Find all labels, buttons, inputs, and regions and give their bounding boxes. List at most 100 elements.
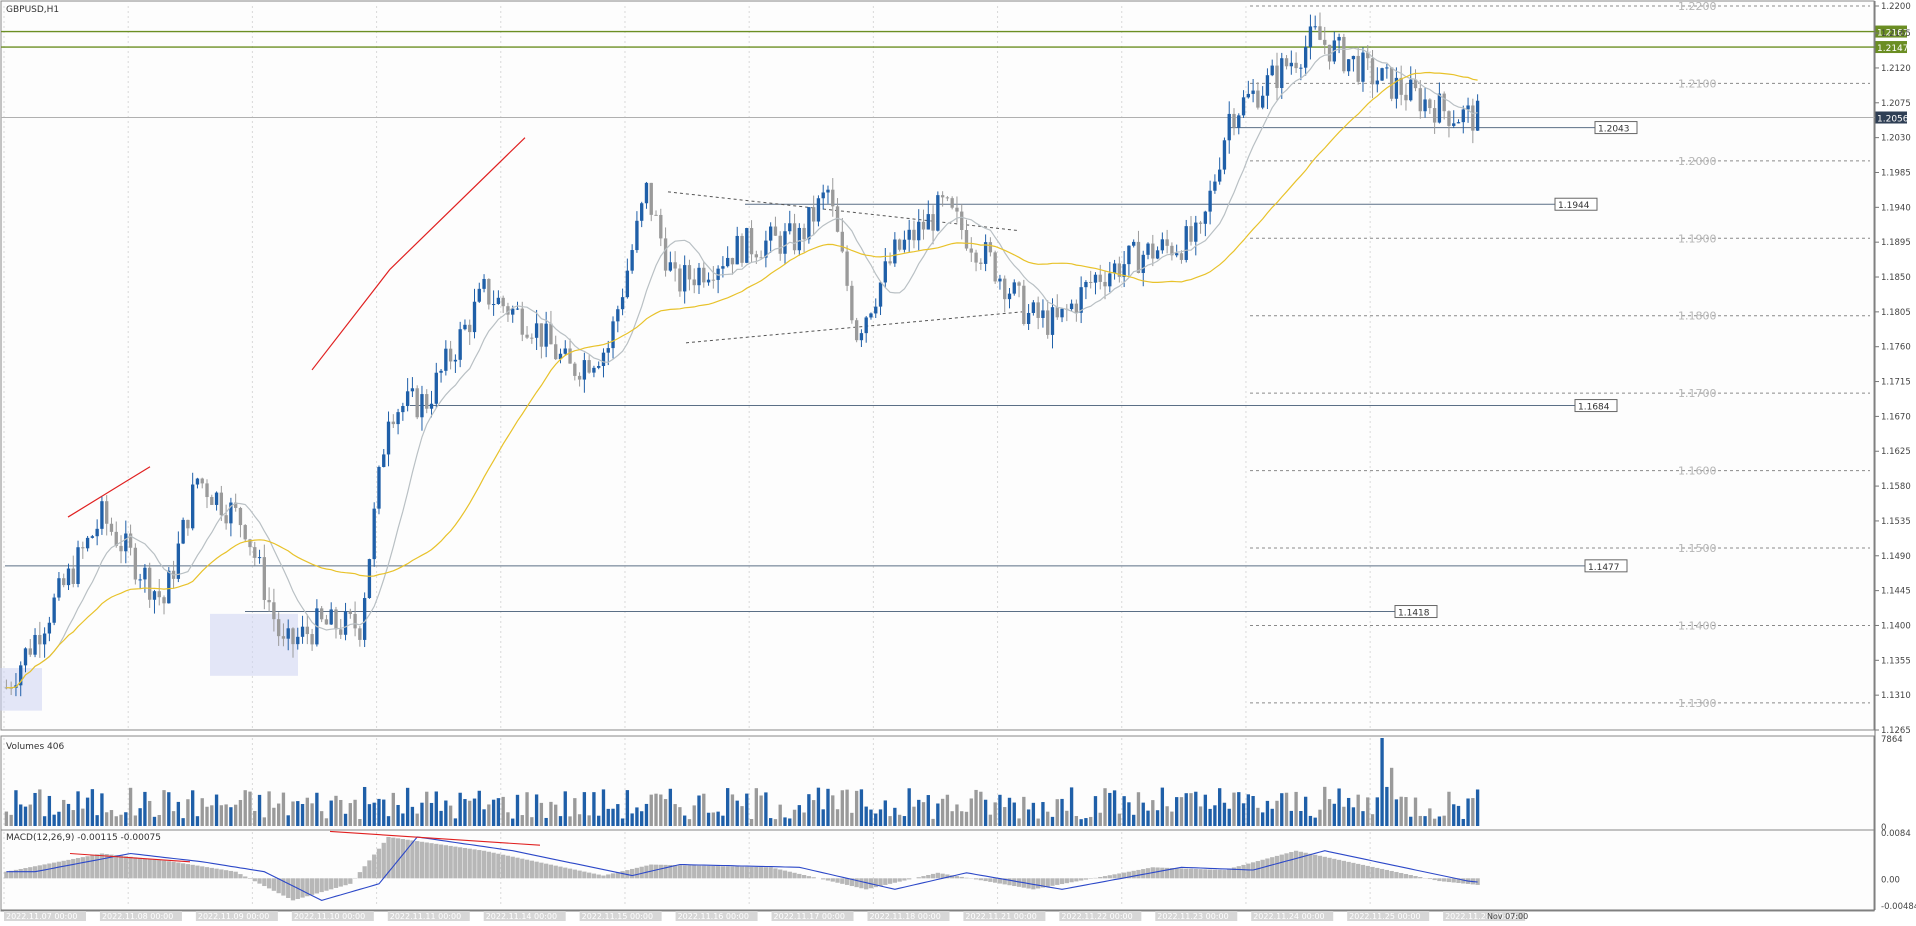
volume-bar: [936, 803, 939, 826]
candle-body: [597, 366, 600, 368]
volume-bar: [707, 813, 710, 826]
candle-body: [1175, 253, 1178, 255]
current-price-text: 1.2056: [1877, 115, 1909, 125]
volume-bar: [263, 817, 266, 826]
candle-body: [807, 207, 810, 239]
volume-bar: [420, 803, 423, 826]
round-level-label: 1.1900: [1678, 232, 1717, 245]
volume-bar: [1017, 818, 1020, 826]
macd-histogram-bar: [496, 854, 500, 879]
macd-histogram-bar: [329, 878, 333, 889]
candle-body: [497, 298, 500, 304]
macd-histogram-bar: [167, 861, 171, 878]
macd-histogram-bar: [802, 875, 806, 878]
volume-bar: [258, 795, 261, 826]
macd-histogram-bar: [343, 878, 347, 885]
macd-histogram-bar: [1132, 871, 1136, 878]
candle-body: [626, 271, 629, 297]
candle-body: [516, 309, 519, 310]
macd-histogram-bar: [143, 858, 147, 878]
volume-bar: [1204, 795, 1207, 826]
candle-body: [688, 265, 691, 279]
y-tick-label: 1.2165: [1881, 29, 1911, 39]
macd-histogram-bar: [678, 865, 682, 878]
volume-bar: [1046, 812, 1049, 826]
candle-body: [201, 479, 204, 484]
volume-bar: [220, 805, 223, 826]
volume-bar: [344, 814, 347, 826]
volume-bar: [793, 810, 796, 826]
macd-histogram-bar: [482, 851, 486, 879]
volume-bar: [673, 804, 676, 826]
volume-bar: [392, 793, 395, 826]
candle-body: [296, 637, 299, 644]
macd-histogram-bar: [735, 867, 739, 879]
candle-body: [678, 269, 681, 292]
candle-body: [726, 258, 729, 266]
round-level-label: 1.2000: [1678, 155, 1717, 168]
time-tick-label: 2022.11.18 00:00: [869, 912, 940, 921]
macd-histogram-bar: [157, 860, 161, 878]
volume-bar: [1137, 792, 1140, 826]
volume-bar: [482, 809, 485, 826]
macd-histogram-bar: [448, 846, 452, 878]
macd-histogram-bar: [1380, 869, 1384, 878]
volume-bar: [683, 816, 686, 826]
candle-body: [774, 227, 777, 236]
volume-bar: [927, 795, 930, 826]
macd-histogram-bar: [1404, 874, 1408, 878]
candle-body: [917, 222, 920, 240]
volume-bar: [86, 798, 89, 826]
candle-body: [602, 353, 605, 366]
macd-histogram-bar: [272, 878, 276, 890]
candle-body: [1056, 307, 1059, 317]
volume-bar: [1428, 808, 1431, 826]
macd-histogram-bar: [1313, 855, 1317, 879]
macd-histogram-bar: [792, 873, 796, 879]
volume-bar: [564, 791, 567, 826]
candle-body: [1127, 246, 1130, 264]
macd-histogram-bar: [1108, 875, 1112, 878]
macd-histogram-bar: [95, 854, 99, 878]
volume-bar: [1175, 797, 1178, 826]
macd-histogram-bar: [133, 857, 137, 878]
volume-bar: [611, 809, 614, 826]
candle-body: [1361, 53, 1364, 82]
candle-body: [492, 304, 495, 305]
volume-bar: [1132, 815, 1135, 826]
sr-level-label: 1.1477: [1588, 563, 1620, 573]
volume-bar: [1022, 797, 1025, 826]
volume-bar: [167, 792, 170, 826]
volume-bar: [1318, 810, 1321, 826]
macd-histogram-bar: [902, 878, 906, 880]
volume-bar: [1223, 803, 1226, 826]
macd-histogram-bar: [1241, 865, 1245, 878]
volume-bar: [1457, 806, 1460, 826]
macd-histogram-bar: [1237, 866, 1241, 878]
volume-bar: [244, 790, 247, 826]
macd-histogram-bar: [186, 864, 190, 878]
volume-bar: [177, 802, 180, 826]
volume-bar: [1309, 816, 1312, 826]
candle-body: [158, 591, 161, 597]
candle-body: [511, 309, 514, 315]
candle-body: [841, 232, 844, 252]
volume-bar: [1056, 799, 1059, 826]
macd-histogram-bar: [487, 852, 491, 879]
volume-bar: [1337, 788, 1340, 826]
candle-body: [860, 333, 863, 340]
macd-histogram-bar: [23, 868, 27, 878]
macd-histogram-bar: [1227, 869, 1231, 879]
volume-bar: [334, 796, 337, 826]
volume-bar: [774, 819, 777, 826]
macd-histogram-bar: [14, 870, 18, 878]
macd-histogram-bar: [401, 839, 405, 878]
volume-bar: [530, 817, 533, 826]
volume-bar: [645, 804, 648, 826]
macd-histogram-bar: [434, 844, 438, 878]
volume-bar: [91, 789, 94, 826]
volume-bar: [970, 798, 973, 826]
macd-histogram-bar: [234, 872, 238, 879]
